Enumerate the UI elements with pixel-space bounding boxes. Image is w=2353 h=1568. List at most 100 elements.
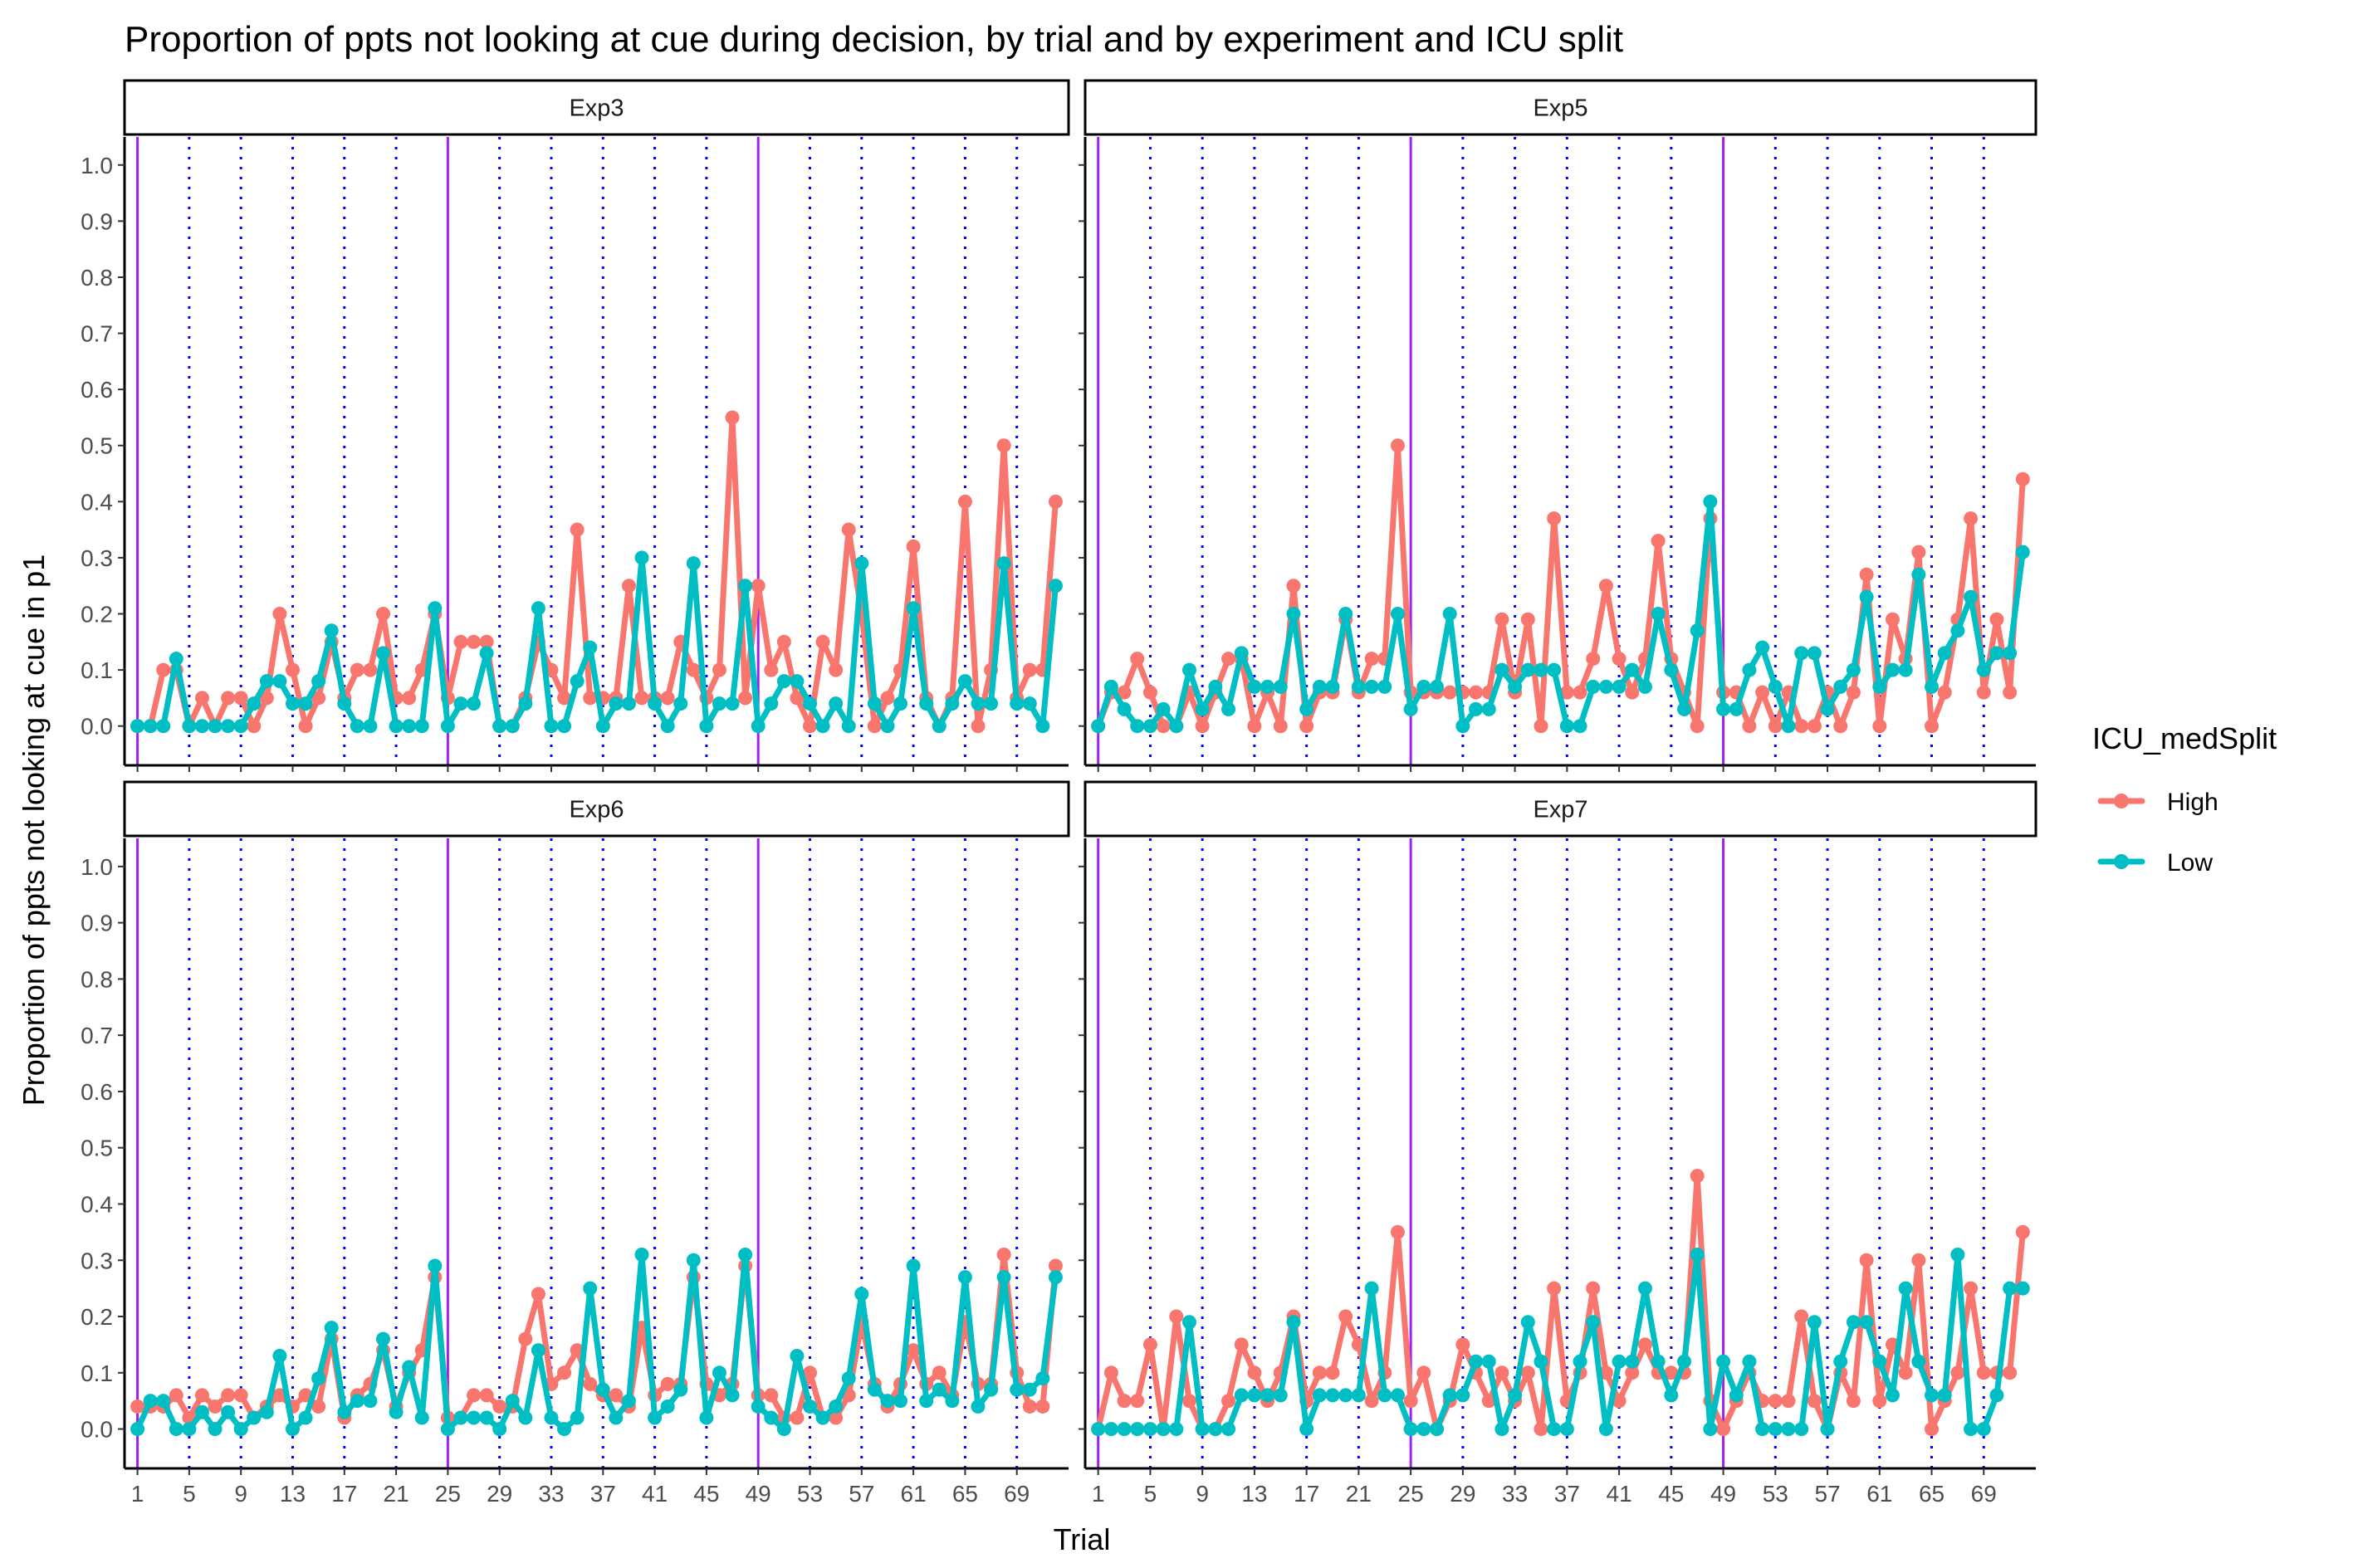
y-tick-label: 0.0 — [81, 1417, 113, 1443]
series-low — [130, 550, 1063, 734]
data-point — [1807, 1394, 1822, 1409]
panel-strip-label: Exp3 — [569, 95, 624, 122]
data-point — [1885, 612, 1900, 627]
x-tick-label: 25 — [435, 1481, 461, 1507]
x-tick-label: 9 — [1196, 1481, 1209, 1507]
data-point — [1612, 1394, 1627, 1409]
data-point — [1911, 545, 1926, 559]
data-point — [751, 1399, 766, 1414]
data-point — [971, 696, 986, 711]
data-point — [1989, 612, 2004, 627]
data-point — [1286, 579, 1301, 593]
data-point — [1325, 1388, 1340, 1403]
data-point — [259, 674, 274, 689]
data-point — [570, 522, 585, 537]
data-point — [169, 1422, 183, 1437]
data-point — [311, 691, 326, 706]
x-tick-label: 57 — [1814, 1481, 1840, 1507]
data-point — [505, 719, 520, 734]
y-tick-label: 0.9 — [81, 208, 113, 234]
data-point — [932, 719, 947, 734]
data-point — [1559, 1422, 1574, 1437]
data-point — [1048, 494, 1063, 509]
data-point — [1598, 1422, 1613, 1437]
data-point — [1455, 1337, 1470, 1352]
data-point — [1768, 719, 1783, 734]
data-point — [1989, 1388, 2004, 1403]
data-point — [1950, 1365, 1965, 1380]
data-point — [1794, 719, 1809, 734]
data-point — [1429, 1422, 1444, 1437]
data-point — [1520, 662, 1535, 677]
data-point — [221, 1404, 236, 1419]
data-point — [1547, 511, 1562, 526]
data-point — [130, 1422, 145, 1437]
data-point — [143, 719, 158, 734]
data-point — [1494, 662, 1509, 677]
data-point — [1898, 1281, 1913, 1296]
x-tick-label: 49 — [1710, 1481, 1736, 1507]
data-point — [648, 1410, 663, 1425]
data-point — [440, 1422, 455, 1437]
data-point — [738, 579, 753, 593]
data-point — [1117, 1394, 1132, 1409]
data-point — [1142, 719, 1157, 734]
data-point — [1586, 1315, 1601, 1330]
data-point — [1130, 1394, 1145, 1409]
data-point — [531, 601, 545, 616]
data-point — [1364, 1394, 1379, 1409]
data-point — [751, 719, 766, 734]
x-tick-label: 29 — [1450, 1481, 1475, 1507]
data-point — [2015, 471, 2030, 486]
data-point — [919, 696, 934, 711]
y-tick-label: 0.1 — [81, 1360, 113, 1386]
data-point — [272, 607, 287, 622]
data-point — [841, 522, 856, 537]
legend: ICU_medSplit High Low — [2092, 721, 2277, 877]
data-point — [815, 1410, 830, 1425]
data-point — [1794, 646, 1809, 661]
data-point — [1455, 1388, 1470, 1403]
data-point — [1247, 1365, 1262, 1380]
data-point — [1846, 1315, 1861, 1330]
data-point — [945, 1394, 960, 1409]
data-point — [1048, 1270, 1063, 1285]
data-point — [634, 550, 649, 565]
data-point — [1989, 646, 2004, 661]
legend-entry-high: High — [2097, 789, 2218, 816]
data-point — [285, 1422, 300, 1437]
data-point — [1494, 1422, 1509, 1437]
data-point — [2015, 1281, 2030, 1296]
data-point — [1416, 679, 1431, 694]
data-point — [583, 1376, 598, 1391]
data-point — [414, 1410, 429, 1425]
data-point — [1807, 719, 1822, 734]
data-point — [428, 1258, 443, 1273]
data-point — [1221, 652, 1236, 667]
data-point — [233, 1422, 248, 1437]
y-tick-label: 0.0 — [81, 714, 113, 740]
data-point — [570, 1410, 585, 1425]
legend-title: ICU_medSplit — [2092, 721, 2277, 755]
data-point — [518, 1331, 533, 1346]
data-point — [492, 719, 507, 734]
data-point — [1547, 1281, 1562, 1296]
data-point — [1247, 679, 1262, 694]
data-point — [194, 1404, 209, 1419]
data-point — [1390, 1224, 1405, 1239]
x-tick-label: 13 — [280, 1481, 306, 1507]
data-point — [906, 1258, 921, 1273]
data-point — [544, 1410, 559, 1425]
data-point — [389, 1404, 404, 1419]
data-point — [1403, 701, 1418, 716]
data-point — [841, 1371, 856, 1386]
data-point — [1351, 1388, 1366, 1403]
panel-strip — [123, 79, 1070, 136]
data-point — [479, 646, 494, 661]
x-tick-label: 1 — [1092, 1481, 1105, 1507]
panel-strip-label: Exp5 — [1533, 95, 1587, 122]
data-point — [557, 1422, 572, 1437]
data-point — [1781, 719, 1796, 734]
data-point — [1559, 719, 1574, 734]
data-point — [363, 1394, 378, 1409]
